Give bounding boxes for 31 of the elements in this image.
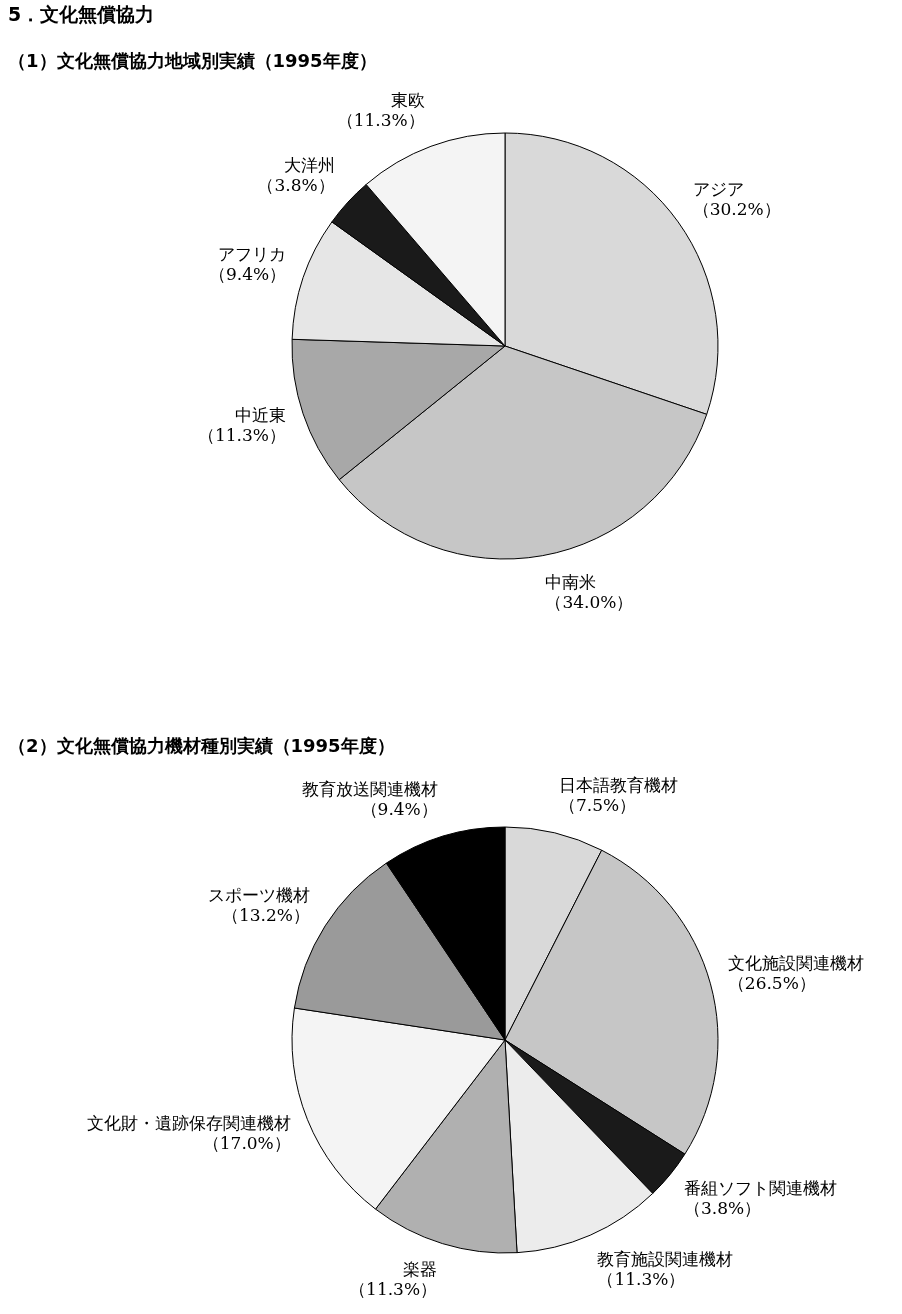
data-label: （7.5%） — [558, 794, 637, 815]
slice-label: 大洋州 — [283, 155, 335, 176]
data-label: （9.4%） — [209, 264, 287, 285]
slice-label: 文化財・遺跡保存関連機材 — [86, 1112, 291, 1133]
slice-label: 教育施設関連機材 — [597, 1249, 734, 1270]
data-label: （34.0%） — [545, 592, 634, 613]
slice-label: 中南米 — [545, 572, 597, 593]
slice-label: 中近東 — [234, 404, 286, 425]
data-label: （26.5%） — [727, 972, 816, 993]
slice-label: 日本語教育機材 — [558, 774, 678, 795]
slice-label: 楽器 — [403, 1258, 438, 1279]
chart-title: （2）文化無償協力機材種別実績（1995年度） — [8, 735, 395, 756]
slice-label: 番組ソフト関連機材 — [683, 1177, 837, 1198]
data-label: （30.2%） — [692, 198, 781, 219]
data-label: （3.8%） — [257, 175, 335, 196]
data-label: （11.3%） — [197, 424, 286, 445]
slice-label: スポーツ機材 — [207, 884, 310, 905]
slice-label: アジア — [692, 178, 744, 199]
slice-label: 教育放送関連機材 — [301, 778, 438, 799]
data-label: （9.4%） — [360, 798, 438, 819]
slice-label: 文化施設関連機材 — [727, 952, 864, 973]
data-label: （11.3%） — [349, 1278, 438, 1299]
chart-title: 5．文化無償協力 — [8, 3, 155, 25]
data-label: （3.8%） — [683, 1197, 762, 1218]
data-label: （11.3%） — [597, 1269, 686, 1290]
chart-subtitle: （1）文化無償協力地域別実績（1995年度） — [8, 50, 377, 71]
data-label: （13.2%） — [221, 904, 310, 925]
data-label: （17.0%） — [202, 1132, 291, 1153]
slice-label: アフリカ — [218, 244, 287, 265]
slice-label: 東欧 — [390, 89, 425, 110]
data-label: （11.3%） — [336, 109, 425, 130]
